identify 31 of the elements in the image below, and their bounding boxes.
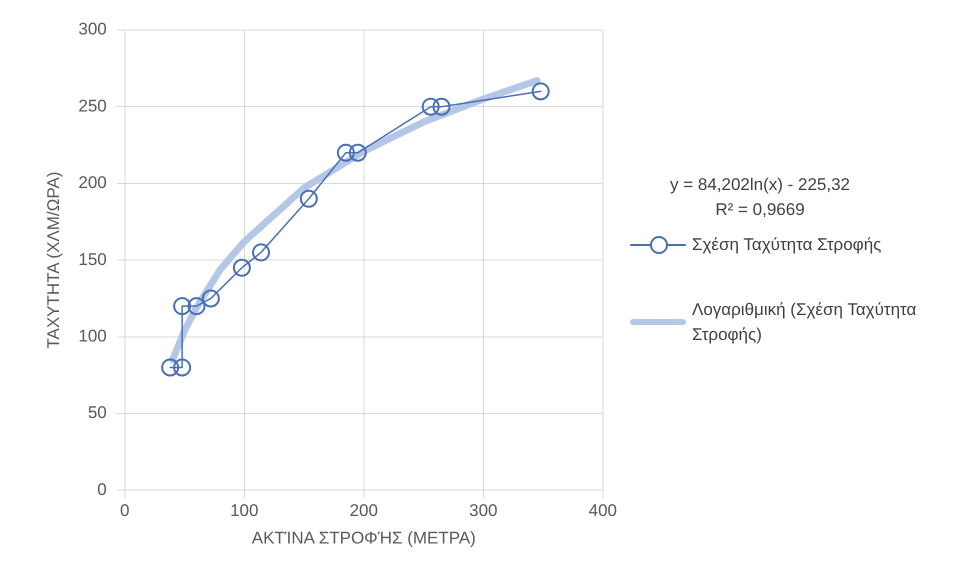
point xyxy=(161,358,180,376)
legend-label: Λογαριθμική (Σχέση Ταχύτητα Στροφής) xyxy=(692,299,918,346)
point xyxy=(173,358,192,376)
legend-label: Σχέση Ταχύτητα Στροφής xyxy=(692,234,882,256)
point xyxy=(202,289,220,308)
point xyxy=(532,82,550,100)
x-tick-label: 200 xyxy=(350,501,378,520)
x-tick-label: 400 xyxy=(588,501,618,520)
y-tick-label: 200 xyxy=(78,173,107,192)
point xyxy=(348,144,367,162)
y-tick-label: 50 xyxy=(88,403,107,422)
x-axis-title: ΑΚΤΊΝΑ ΣΤΡΟΦΉΣ (ΜΕΤΡΑ) xyxy=(252,528,476,548)
y-tick-label: 300 xyxy=(78,20,107,39)
y-axis-title: ΤΑΧΥΤΗΤΑ (ΧΛΜ/ΩΡΑ) xyxy=(44,172,63,349)
text: y = 84,202ln(x) - 225,32 xyxy=(668,174,852,196)
point xyxy=(232,258,251,277)
y-tick-label: 150 xyxy=(78,250,107,269)
x-tick-label: 100 xyxy=(230,501,258,520)
text: R² = 0,9669 xyxy=(714,199,806,221)
point xyxy=(187,297,206,316)
x-tick-label: 300 xyxy=(469,501,498,520)
point xyxy=(300,190,318,208)
x-tick-label: 0 xyxy=(120,501,130,520)
y-tick-label: 250 xyxy=(78,96,107,116)
point xyxy=(432,98,450,116)
y-tick-label: 100 xyxy=(78,326,107,346)
point xyxy=(252,243,270,262)
point xyxy=(336,144,355,162)
point xyxy=(422,98,440,116)
point xyxy=(173,297,192,316)
y-tick-label: 0 xyxy=(97,480,107,499)
